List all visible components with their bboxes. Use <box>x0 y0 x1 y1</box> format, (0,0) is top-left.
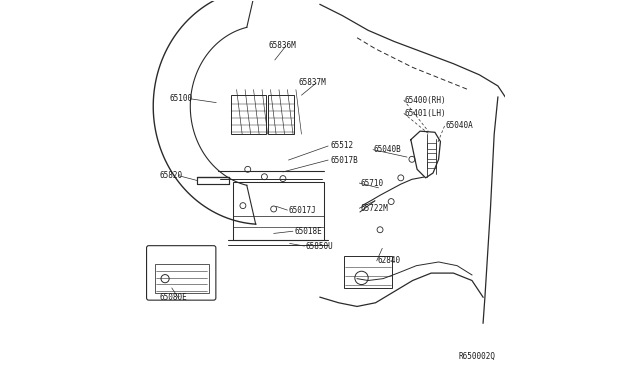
Text: 65400(RH): 65400(RH) <box>404 96 446 105</box>
Text: 65401(LH): 65401(LH) <box>404 109 446 118</box>
Text: 65850U: 65850U <box>305 241 333 250</box>
Text: 65512: 65512 <box>330 141 353 151</box>
Text: 65722M: 65722M <box>360 204 388 213</box>
Text: 65837M: 65837M <box>299 78 326 87</box>
Bar <box>344 256 392 288</box>
Text: 65100: 65100 <box>170 94 193 103</box>
Bar <box>233 182 324 240</box>
Text: 65820: 65820 <box>160 171 183 180</box>
Text: 65040A: 65040A <box>445 122 473 131</box>
Text: 62840: 62840 <box>378 256 401 265</box>
Bar <box>155 264 209 294</box>
Text: 65017J: 65017J <box>289 206 316 215</box>
Bar <box>428 153 436 159</box>
Bar <box>268 95 294 134</box>
Text: R650002Q: R650002Q <box>459 352 496 361</box>
Text: 65710: 65710 <box>360 179 383 187</box>
Bar <box>428 143 436 149</box>
Bar <box>231 95 266 134</box>
Text: 65018E: 65018E <box>294 227 322 236</box>
Text: 65080E: 65080E <box>160 294 188 302</box>
Text: 65017B: 65017B <box>330 155 358 164</box>
Bar <box>428 162 436 168</box>
Text: 65040B: 65040B <box>374 145 401 154</box>
Text: 65836M: 65836M <box>269 41 296 51</box>
